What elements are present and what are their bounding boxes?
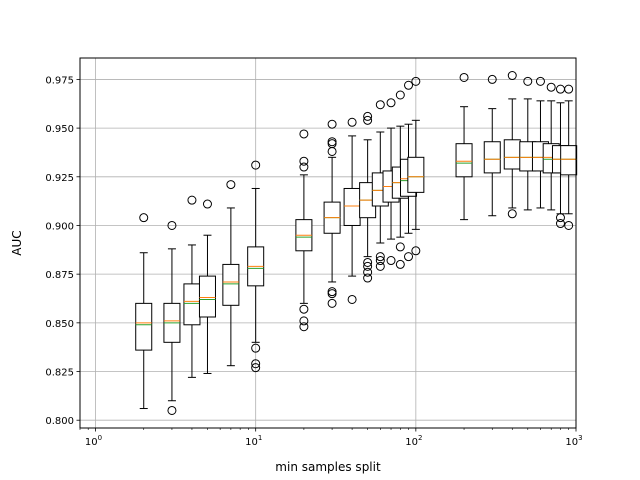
outlier-point <box>375 252 385 262</box>
box-group <box>247 160 265 373</box>
x-tick-label: 103 <box>565 434 582 448</box>
box <box>407 156 425 193</box>
y-tick-label: 0.975 <box>45 75 74 86</box>
x-axis-label: min samples split <box>275 460 381 474</box>
x-tick-label: 102 <box>405 434 422 448</box>
box <box>483 141 501 174</box>
outlier-point <box>327 289 337 299</box>
outlier-point <box>507 71 517 81</box>
outlier-point <box>395 90 405 100</box>
box <box>135 302 153 351</box>
outlier-point <box>404 252 414 262</box>
box <box>560 145 578 176</box>
y-tick-label: 0.950 <box>45 124 74 135</box>
y-tick-label: 0.850 <box>45 319 74 330</box>
outlier-point <box>299 156 309 166</box>
outlier-point <box>507 209 517 219</box>
outlier-point <box>139 213 149 223</box>
outlier-point <box>327 146 337 156</box>
outlier-point <box>375 100 385 110</box>
box-group <box>343 117 361 304</box>
box-group <box>183 195 201 378</box>
outlier-point <box>555 219 565 229</box>
box-group <box>222 180 240 367</box>
outlier-point <box>375 256 385 266</box>
box <box>343 187 361 226</box>
box <box>183 283 201 326</box>
outlier-point <box>251 160 261 170</box>
box-group <box>560 84 578 230</box>
boxes <box>135 71 578 415</box>
outlier-point <box>363 111 373 121</box>
outlier-point <box>347 294 357 304</box>
axes-frame <box>79 57 577 429</box>
outlier-point <box>167 220 177 230</box>
y-tick-label: 0.925 <box>45 173 74 184</box>
outlier-point <box>347 117 357 127</box>
outlier-point <box>167 405 177 415</box>
box-group <box>455 72 473 221</box>
outlier-point <box>386 98 396 108</box>
outlier-point <box>251 363 261 373</box>
y-axis-label: AUC <box>10 230 24 255</box>
x-tick-label: 101 <box>245 434 262 448</box>
box-group <box>295 129 313 332</box>
outlier-point <box>546 82 556 92</box>
box-group <box>163 220 181 415</box>
outlier-point <box>299 162 309 172</box>
outlier-point <box>386 256 396 266</box>
box-group <box>135 213 153 410</box>
outlier-point <box>535 76 545 86</box>
outlier-point <box>299 129 309 139</box>
outlier-point <box>327 119 337 129</box>
outlier-point <box>375 261 385 271</box>
outlier-point <box>459 72 469 82</box>
outlier-point <box>395 259 405 269</box>
box <box>455 143 473 178</box>
outlier-point <box>411 246 421 256</box>
outlier-point <box>555 213 565 223</box>
outlier-point <box>251 343 261 353</box>
outlier-point <box>363 257 373 267</box>
box-group <box>407 76 425 256</box>
outlier-point <box>487 74 497 84</box>
box <box>198 275 216 318</box>
y-tick-label: 0.825 <box>45 368 74 379</box>
axis-ticks: 0.800 0.825 0.850 0.875 0.900 0.925 0.950 0.975… <box>45 75 582 448</box>
outlier-point <box>363 267 373 277</box>
box-group <box>483 74 501 217</box>
outlier-point <box>202 199 212 209</box>
outlier-point <box>299 304 309 314</box>
box-group <box>323 119 341 308</box>
outlier-point <box>187 195 197 205</box>
outlier-point <box>363 273 373 283</box>
y-tick-label: 0.900 <box>45 221 74 232</box>
box <box>503 139 521 170</box>
y-tick-label: 0.875 <box>45 270 74 281</box>
outlier-point <box>523 76 533 86</box>
box-group <box>198 199 216 374</box>
outlier-point <box>251 359 261 369</box>
x-tick-label: 100 <box>85 434 102 448</box>
outlier-point <box>564 84 574 94</box>
box <box>222 263 240 306</box>
outlier-point <box>299 316 309 326</box>
outlier-point <box>411 76 421 86</box>
outlier-point <box>363 115 373 125</box>
outlier-point <box>327 298 337 308</box>
outlier-point <box>404 80 414 90</box>
outlier-point <box>299 322 309 332</box>
outlier-point <box>363 261 373 271</box>
outlier-point <box>226 180 236 190</box>
y-tick-label: 0.800 <box>45 416 74 427</box>
outlier-point <box>564 220 574 230</box>
outlier-point <box>395 242 405 252</box>
